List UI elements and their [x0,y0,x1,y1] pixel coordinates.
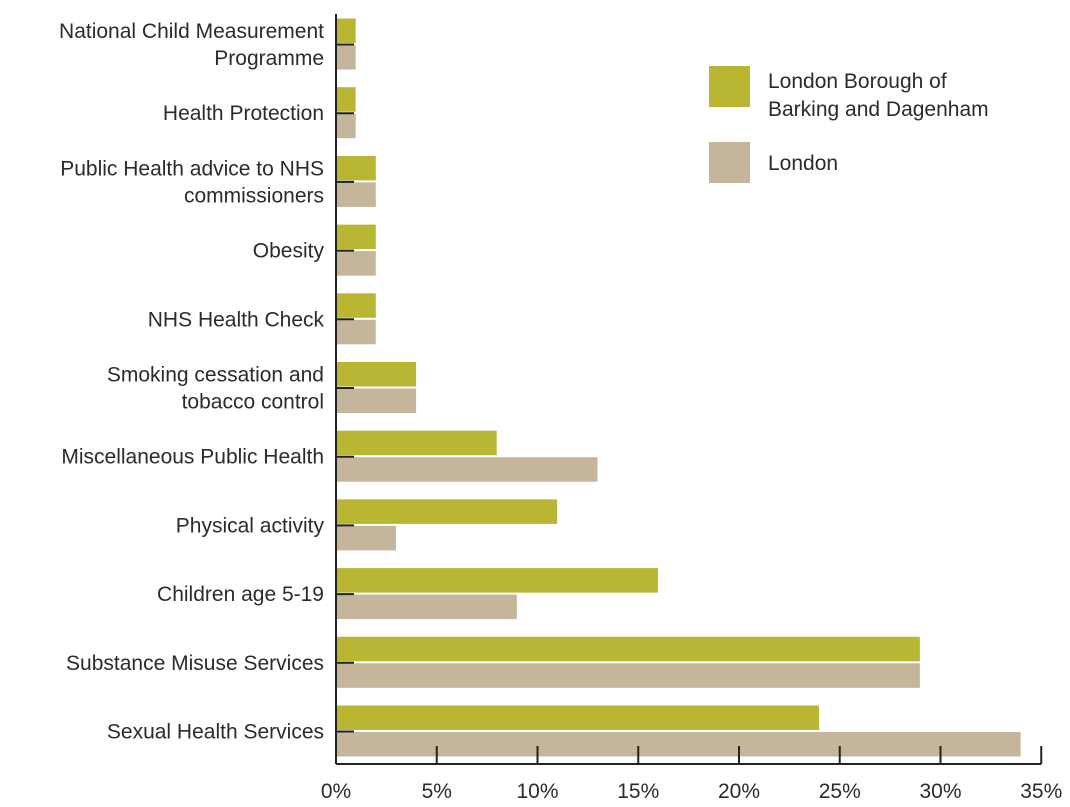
category-labels: National Child Measurement Programme Healt… [59,20,324,744]
bar-series2-row9 [335,593,518,621]
category-label: tobacco control [182,391,324,414]
bar-series1-row9 [335,567,659,594]
bar-series1-row6 [335,361,418,388]
legend-swatch-series2 [709,142,750,183]
bar-series2-row3 [335,181,377,208]
bar-series2-row7 [335,456,599,483]
category-label: Obesity [253,240,325,263]
x-tick-label: 25% [819,780,861,803]
bar-series1-row11 [335,704,821,731]
category-label: Miscellaneous Public Health [61,446,324,469]
category-label: Children age 5-19 [157,583,324,606]
legend-label-series2: London [768,152,838,175]
x-tick-label: 15% [617,780,659,803]
bar-series2-row4 [335,250,377,277]
bar-series2-row11 [335,731,1022,758]
category-label: Smoking cessation and [107,364,324,387]
bar-series2-row2 [335,112,357,140]
category-label: NHS Health Check [148,308,325,331]
bar-series1-row1 [335,17,357,44]
legend-label-series1: Barking and Dagenham [768,98,989,121]
legend: London Borough of Barking and Dagenham Lon… [709,66,989,183]
x-tick-label: 30% [919,780,961,803]
category-label: Programme [214,47,324,70]
axes [335,14,1042,765]
category-label: commissioners [184,184,324,207]
category-label: Substance Misuse Services [66,652,324,675]
bar-series1-row10 [335,635,921,663]
category-label: Public Health advice to NHS [60,157,324,180]
bar-series2-row10 [335,662,921,689]
category-label: Sexual Health Services [107,721,324,744]
bar-series2-row8 [335,524,397,552]
x-tick-label: 20% [718,780,760,803]
category-label: Health Protection [163,102,324,125]
category-label: Physical activity [176,514,325,537]
bar-series1-row3 [335,154,377,182]
x-tick-label: 5% [422,780,452,803]
bar-series2-row5 [335,318,377,346]
bar-series1-row2 [335,86,357,113]
bar-series2-row1 [335,44,357,71]
x-axis-ticks: 0% 5% 10% 15% 20% 25% 30% 35% [321,746,1062,803]
x-tick-label: 10% [516,780,558,803]
x-tick-label: 35% [1020,780,1062,803]
bar-series1-row4 [335,223,377,251]
bar-series1-row8 [335,498,559,525]
bar-series1-row5 [335,292,377,319]
legend-swatch-series1 [709,66,750,107]
category-label: National Child Measurement [59,20,324,43]
bar-series2-row6 [335,387,418,414]
bars-group [335,17,1022,758]
bar-series1-row7 [335,429,498,457]
x-tick-label: 0% [321,780,351,803]
legend-label-series1: London Borough of [768,70,947,93]
